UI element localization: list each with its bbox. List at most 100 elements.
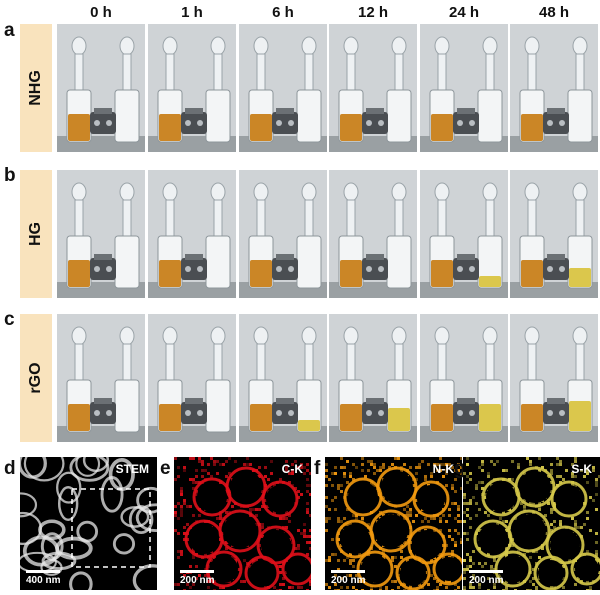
right-vial <box>296 326 322 433</box>
signal-pixel <box>291 472 294 475</box>
signal-pixel <box>517 463 520 466</box>
right-vial <box>296 182 322 289</box>
signal-pixel <box>475 514 478 517</box>
signal-pixel <box>454 478 457 481</box>
hcell-photo <box>239 170 327 298</box>
clamp-screw <box>94 410 100 416</box>
signal-pixel <box>472 574 475 577</box>
signal-pixel <box>306 469 309 472</box>
signal-pixel <box>529 502 532 505</box>
signal-pixel <box>361 457 364 460</box>
signal-pixel <box>457 463 460 466</box>
signal-pixel <box>355 517 358 520</box>
signal-pixel <box>484 511 487 514</box>
vial-liquid <box>340 260 362 287</box>
signal-pixel <box>337 589 340 590</box>
signal-pixel <box>379 586 382 589</box>
signal-pixel <box>237 568 240 571</box>
signal-pixel <box>484 562 487 565</box>
clamp-top <box>366 398 384 404</box>
signal-pixel <box>484 493 487 496</box>
signal-pixel <box>213 463 216 466</box>
signal-pixel <box>448 514 451 517</box>
signal-pixel <box>436 580 439 583</box>
signal-pixel <box>454 589 457 590</box>
signal-pixel <box>466 553 469 556</box>
signal-pixel <box>433 517 436 520</box>
signal-pixel <box>430 559 433 562</box>
signal-pixel <box>306 535 309 538</box>
clamp-screw <box>197 410 203 416</box>
signal-pixel <box>469 559 472 562</box>
signal-pixel <box>279 583 282 586</box>
clamp-screw <box>547 410 553 416</box>
signal-pixel <box>297 466 300 469</box>
signal-pixel <box>403 589 406 590</box>
signal-pixel <box>325 529 328 532</box>
signal-pixel <box>334 553 337 556</box>
signal-pixel <box>559 475 562 478</box>
vial-bulb <box>71 182 87 202</box>
clamp-screw <box>185 120 191 126</box>
vial-bulb <box>343 326 359 346</box>
clamp-top <box>185 398 203 404</box>
signal-pixel <box>225 460 228 463</box>
signal-pixel <box>562 577 565 580</box>
signal-pixel <box>346 586 349 589</box>
signal-pixel <box>219 517 222 520</box>
signal-pixel <box>532 583 535 586</box>
left-vial <box>429 326 455 433</box>
vial-neck <box>437 343 447 381</box>
row-label-rgo: rGO <box>27 362 44 394</box>
signal-pixel <box>415 499 418 502</box>
vial-bulb <box>119 326 135 346</box>
signal-pixel <box>346 523 349 526</box>
signal-pixel <box>382 466 385 469</box>
signal-pixel <box>559 463 562 466</box>
signal-pixel <box>562 478 565 481</box>
vial-body <box>205 235 231 289</box>
signal-pixel <box>457 505 460 508</box>
signal-pixel <box>436 469 439 472</box>
vial-neck <box>304 53 314 91</box>
signal-pixel <box>285 469 288 472</box>
vial-neck <box>394 343 404 381</box>
signal-pixel <box>478 481 481 484</box>
pore-rim <box>376 466 418 508</box>
right-vial <box>567 182 593 289</box>
signal-pixel <box>454 544 457 547</box>
signal-pixel <box>445 586 448 589</box>
signal-pixel <box>300 493 303 496</box>
signal-pixel <box>273 484 276 487</box>
signal-pixel <box>237 589 240 590</box>
vial-bulb <box>343 36 359 56</box>
stem-pore <box>20 492 38 518</box>
signal-pixel <box>183 574 186 577</box>
pore-hole <box>374 514 408 548</box>
signal-pixel <box>198 457 201 460</box>
vial-liquid <box>521 114 543 141</box>
vial-neck <box>122 199 132 237</box>
signal-pixel <box>448 463 451 466</box>
signal-pixel <box>288 586 291 589</box>
vial-bulb <box>162 36 178 56</box>
signal-pixel <box>361 517 364 520</box>
signal-pixel <box>529 463 532 466</box>
signal-pixel <box>204 574 207 577</box>
signal-pixel <box>406 505 409 508</box>
signal-pixel <box>349 562 352 565</box>
signal-pixel <box>358 553 361 556</box>
signal-pixel <box>355 589 358 590</box>
signal-pixel <box>325 583 328 586</box>
signal-pixel <box>234 460 237 463</box>
signal-pixel <box>394 565 397 568</box>
clamp-top <box>276 108 294 114</box>
left-vial <box>338 182 364 289</box>
signal-pixel <box>463 532 466 535</box>
vial-neck <box>394 199 404 237</box>
signal-pixel <box>469 502 472 505</box>
time-label-48h: 48 h <box>538 4 569 21</box>
clamp-screw <box>378 266 384 272</box>
signal-pixel <box>472 586 475 589</box>
signal-pixel <box>174 583 177 586</box>
